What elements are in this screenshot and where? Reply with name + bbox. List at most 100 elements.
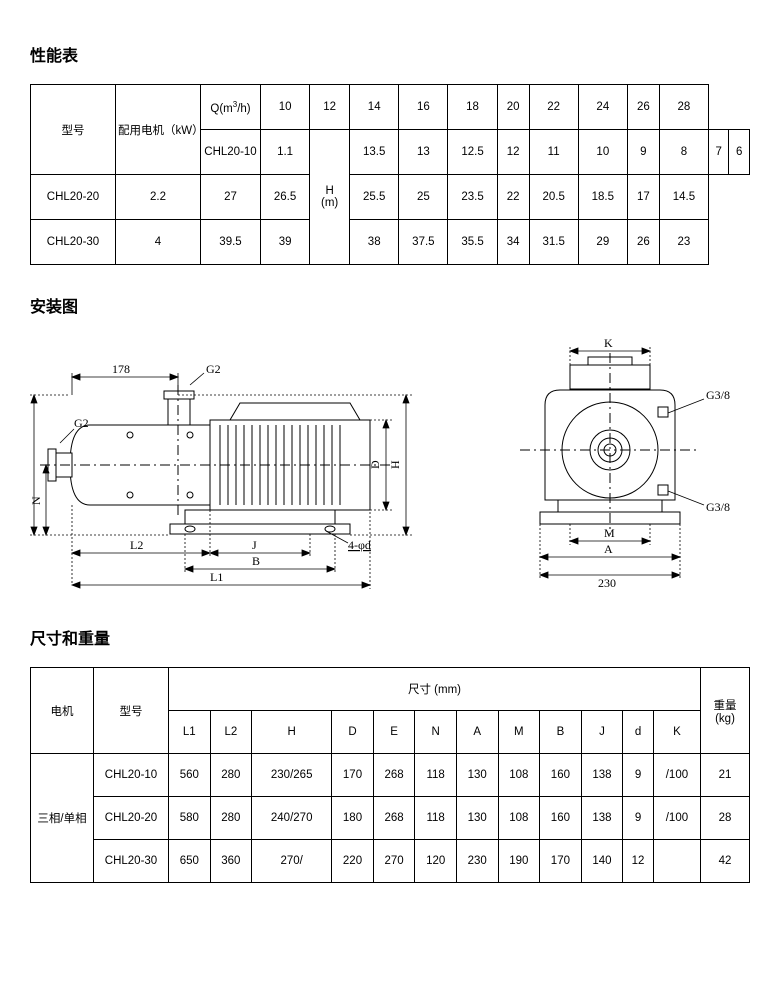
perf-h-f1: 12 [310,85,350,130]
perf-c: 26 [627,220,659,265]
dim-c: 118 [415,797,457,840]
lbl-k: K [604,336,613,350]
lbl-m: M [604,526,615,540]
dim-c: 12 [623,840,654,883]
perf-c: 31.5 [529,220,578,265]
dim-c: 28 [701,797,750,840]
perf-c: 25.5 [350,175,399,220]
perf-c: 23 [659,220,708,265]
lbl-l1: L1 [210,570,223,584]
dim-c: 240/270 [252,797,332,840]
perf-h-f6: 22 [529,85,578,130]
perf-c: 29 [578,220,627,265]
perf-h-q: Q(m3/h) [201,85,261,130]
lbl-4phid: 4-φd [348,538,371,552]
lbl-g2-top: G2 [206,362,221,376]
dim-sub: N [415,711,457,754]
dim-c: /100 [653,797,700,840]
dim-c: 280 [210,797,252,840]
dim-c [653,840,700,883]
perf-h-f8: 26 [627,85,659,130]
dim-sub: d [623,711,654,754]
dim-r2-model: CHL20-30 [94,840,169,883]
perf-h-f3: 16 [399,85,448,130]
perf-c: 13.5 [350,130,399,175]
perf-c: 38 [350,220,399,265]
dim-c: 130 [456,754,498,797]
dim-c: 138 [581,754,623,797]
dim-sub: L1 [169,711,211,754]
dim-c: 160 [540,797,582,840]
lbl-g2-left: G2 [74,416,89,430]
perf-c: 35.5 [448,220,497,265]
dim-h-model: 型号 [94,668,169,754]
dim-sub: B [540,711,582,754]
dim-c: 21 [701,754,750,797]
perf-c: 11 [529,130,578,175]
dim-c: 130 [456,797,498,840]
dim-c: 120 [415,840,457,883]
dim-c: 42 [701,840,750,883]
performance-table: 型号 配用电机（kW） Q(m3/h) 10 12 14 16 18 20 22… [30,84,750,265]
perf-h-f4: 18 [448,85,497,130]
perf-h-model: 型号 [31,85,116,175]
dim-sub: J [581,711,623,754]
dim-h-weight: 重量 (kg) [701,668,750,754]
perf-row2-kw: 4 [116,220,201,265]
section-performance-title: 性能表 [30,42,750,66]
dim-sub: M [498,711,540,754]
dim-c: 270 [373,840,415,883]
perf-c: 25 [399,175,448,220]
dim-c: 138 [581,797,623,840]
lbl-n: N [30,496,43,505]
perf-c: 34 [497,220,529,265]
perf-row1-kw: 2.2 [116,175,201,220]
dim-c: 220 [332,840,374,883]
perf-c: 13 [399,130,448,175]
lbl-d: D [368,460,382,469]
dim-c: 650 [169,840,211,883]
perf-h-f7: 24 [578,85,627,130]
dim-c: 190 [498,840,540,883]
dim-motor-cell: 三相/单相 [31,754,94,883]
dim-sub: D [332,711,374,754]
side-view-drawing: 178 G2 G2 E N D H L2 J B L1 4-φd [30,335,450,595]
dim-c: 118 [415,754,457,797]
dim-r0-model: CHL20-10 [94,754,169,797]
dim-c: 280 [210,754,252,797]
perf-c: 12.5 [448,130,497,175]
perf-c: 22 [497,175,529,220]
dim-c: 180 [332,797,374,840]
dim-c: 140 [581,840,623,883]
dim-c: 580 [169,797,211,840]
perf-c: 6 [729,130,750,175]
perf-c: 12 [497,130,529,175]
dim-c: 360 [210,840,252,883]
dim-h-motor: 电机 [31,668,94,754]
lbl-g38b: G3/8 [706,500,730,514]
perf-row1-model: CHL20-20 [31,175,116,220]
installation-drawing: 178 G2 G2 E N D H L2 J B L1 4-φd [30,335,750,595]
dim-sub: E [373,711,415,754]
lbl-l2: L2 [130,538,143,552]
dim-c: 560 [169,754,211,797]
perf-c: 39 [261,220,310,265]
dim-sub: H [252,711,332,754]
perf-c: 26.5 [261,175,310,220]
perf-c: 23.5 [448,175,497,220]
perf-h-f0: 10 [261,85,310,130]
dim-c: 230/265 [252,754,332,797]
lbl-e: E [30,462,31,469]
dim-sub: L2 [210,711,252,754]
lbl-h: H [388,460,402,469]
dim-c: 9 [623,754,654,797]
perf-c: 9 [627,130,659,175]
dim-c: 9 [623,797,654,840]
lbl-a: A [604,542,613,556]
perf-c: 10 [578,130,627,175]
dim-178: 178 [112,362,130,376]
perf-h-hunit: H(m) [310,130,350,265]
perf-c: 7 [709,130,729,175]
dim-r1-model: CHL20-20 [94,797,169,840]
dim-c: 268 [373,754,415,797]
